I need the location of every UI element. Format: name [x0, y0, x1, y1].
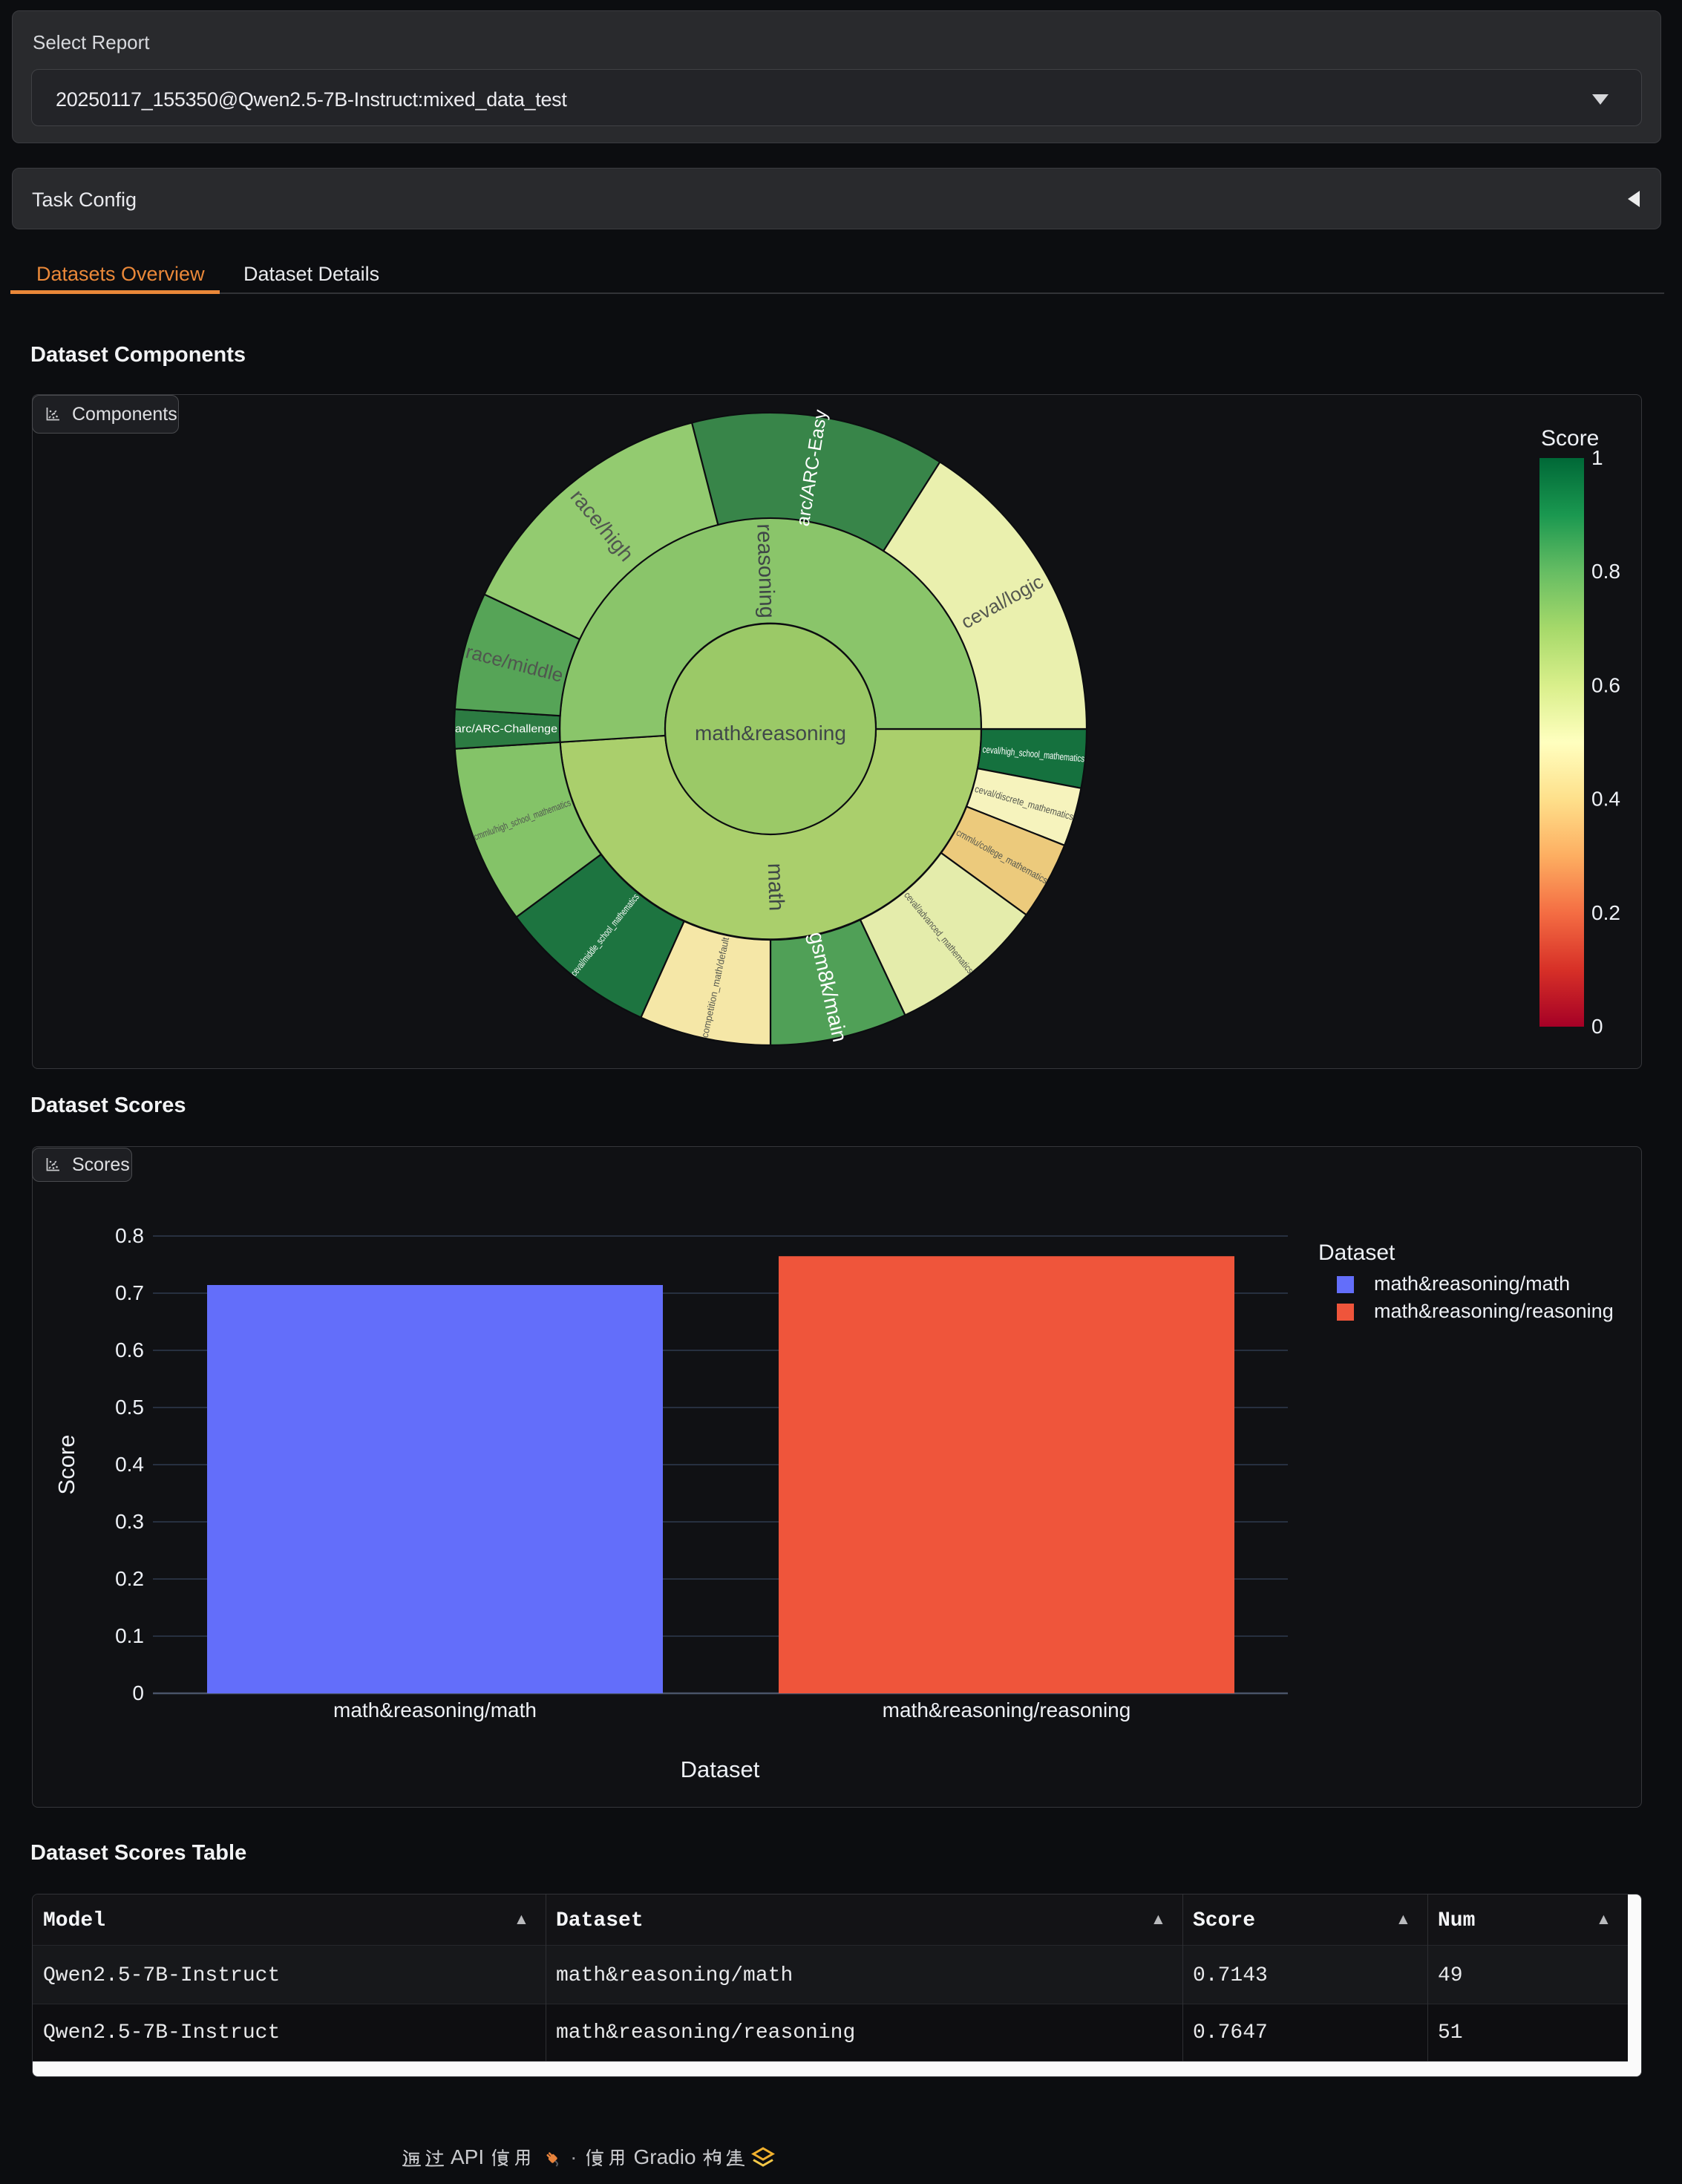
- svg-text:Score: Score: [53, 1435, 79, 1495]
- svg-text:math: math: [763, 863, 788, 911]
- svg-text:0.5: 0.5: [115, 1396, 144, 1419]
- svg-text:math&reasoning/math: math&reasoning/math: [333, 1699, 537, 1722]
- svg-text:0: 0: [132, 1681, 144, 1704]
- svg-text:math&reasoning/math: math&reasoning/math: [1374, 1272, 1570, 1295]
- svg-text:0.4: 0.4: [115, 1453, 144, 1476]
- svg-text:0.2: 0.2: [115, 1567, 144, 1590]
- svg-text:0.4: 0.4: [1591, 788, 1620, 811]
- svg-text:math&reasoning: math&reasoning: [695, 722, 846, 745]
- svg-text:Score: Score: [1541, 426, 1599, 451]
- svg-text:0.8: 0.8: [115, 1224, 144, 1247]
- svg-text:0: 0: [1591, 1015, 1603, 1038]
- svg-text:0.1: 0.1: [115, 1624, 144, 1647]
- svg-text:0.2: 0.2: [1591, 901, 1620, 924]
- svg-text:Dataset: Dataset: [681, 1756, 760, 1782]
- svg-text:1: 1: [1591, 446, 1603, 469]
- svg-text:Dataset: Dataset: [1318, 1240, 1395, 1265]
- svg-text:reasoning: reasoning: [752, 523, 779, 618]
- svg-text:0.6: 0.6: [115, 1338, 144, 1361]
- svg-text:0.7: 0.7: [115, 1281, 144, 1304]
- svg-text:arc/ARC-Challenge: arc/ARC-Challenge: [455, 723, 557, 736]
- svg-text:0.8: 0.8: [1591, 560, 1620, 583]
- svg-text:math&reasoning/reasoning: math&reasoning/reasoning: [1374, 1300, 1614, 1322]
- svg-text:0.3: 0.3: [115, 1510, 144, 1533]
- svg-text:0.6: 0.6: [1591, 673, 1620, 696]
- svg-text:math&reasoning/reasoning: math&reasoning/reasoning: [883, 1699, 1131, 1722]
